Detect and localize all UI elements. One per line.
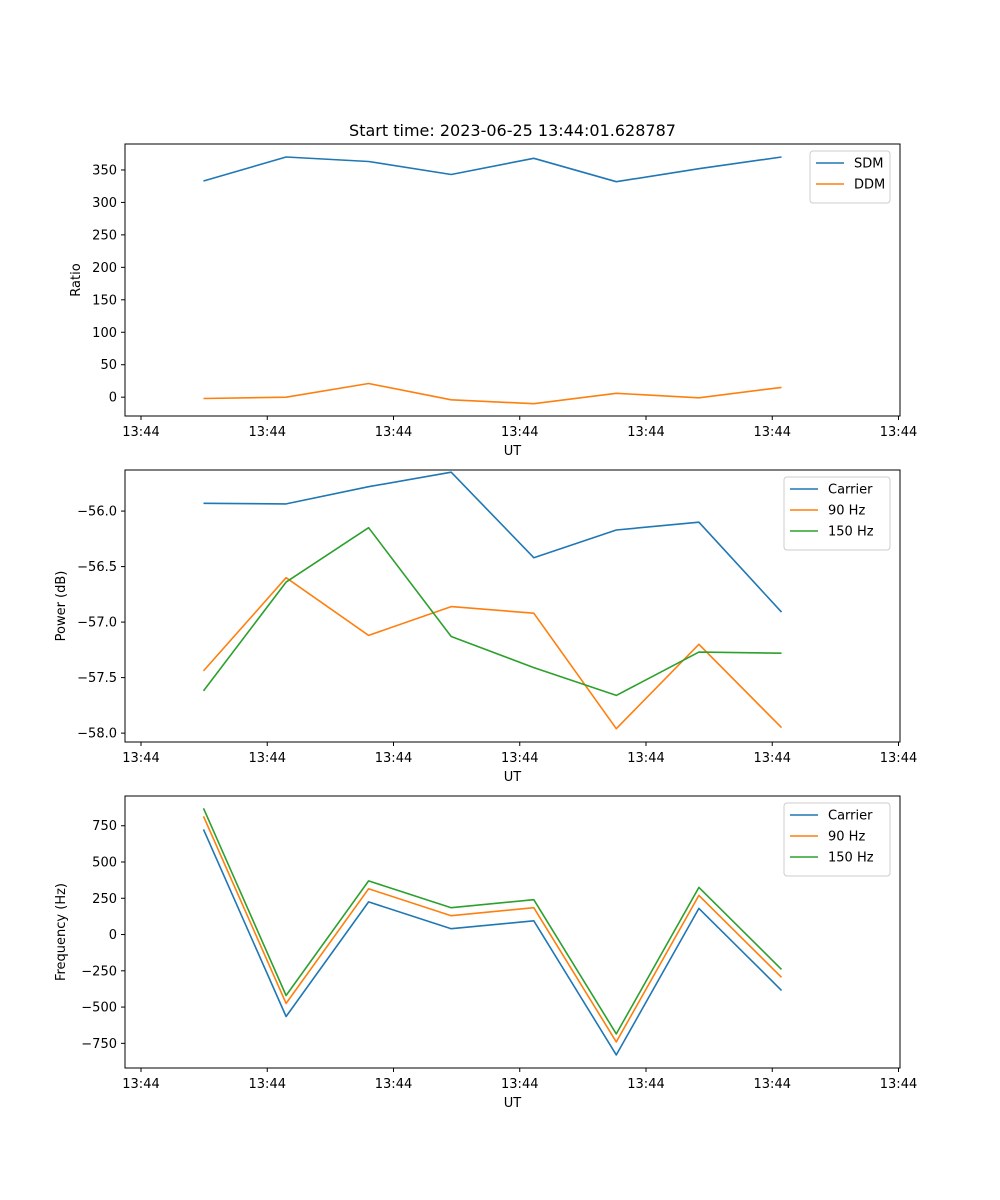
x-tick-label: 13:44 [754, 751, 791, 766]
plot-frame [124, 143, 901, 417]
legend-label: Carrier [828, 809, 873, 824]
y-tick-label: 0 [109, 928, 117, 943]
chart-panel-2: −58.0 −57.5 −57.0 −56.5 −56.0 13:44 13:44 13:44… [54, 469, 917, 785]
x-axis-label: UT [504, 1096, 522, 1111]
x-tick-label: 13:44 [501, 425, 538, 440]
y-tick-label: 250 [92, 892, 117, 907]
plot-frame [124, 795, 901, 1069]
x-tick-label: 13:44 [627, 751, 664, 766]
legend-label: Carrier [828, 483, 873, 498]
legend-box [809, 150, 891, 204]
y-axis-label: Frequency (Hz) [54, 883, 69, 981]
x-tick-label: 13:44 [880, 751, 917, 766]
series-line-carrier [202, 829, 783, 1056]
legend-label: SDM [854, 157, 883, 172]
series-line-carrier [203, 471, 783, 613]
x-tick-label: 13:44 [122, 1077, 159, 1092]
x-tick-label: 13:44 [122, 751, 159, 766]
legend-label: 90 Hz [828, 504, 865, 519]
y-tick-label: −57.5 [77, 671, 117, 686]
series-line-ddm [203, 382, 782, 405]
y-tick-label: 750 [92, 819, 117, 834]
x-tick-label: 13:44 [375, 425, 412, 440]
chart-panel-1: 0 50 100 150 200 250 300 350 13:44 13:44 13:44 13:4… [69, 143, 917, 459]
legend: SDM DDM [809, 150, 891, 204]
chart-panel-3: −750 −500 −250 0 250 500 750 13:44 13:44 13:44 13:… [54, 795, 917, 1111]
x-tick-label: 13:44 [754, 425, 791, 440]
legend-label: 150 Hz [828, 525, 874, 540]
x-tick-label: 13:44 [122, 425, 159, 440]
y-tick-label: −57.0 [77, 616, 117, 631]
series-line-90-hz [202, 576, 783, 730]
x-axis-label: UT [504, 444, 522, 459]
x-tick-label: 13:44 [375, 1077, 412, 1092]
chart-title: Start time: 2023-06-25 13:44:01.628787 [349, 121, 676, 140]
y-axis-label: Ratio [69, 263, 84, 296]
x-tick-label: 13:44 [627, 425, 664, 440]
x-tick-label: 13:44 [880, 1077, 917, 1092]
y-tick-label: 50 [100, 358, 117, 373]
series-line-sdm [203, 156, 782, 183]
series-line-150-hz [202, 526, 782, 697]
y-tick-label: 500 [92, 856, 117, 871]
y-tick-label: −250 [81, 964, 117, 979]
legend: Carrier 90 Hz 150 Hz [783, 802, 891, 877]
y-tick-label: 250 [92, 228, 117, 243]
y-tick-label: −500 [81, 1001, 117, 1016]
x-tick-label: 13:44 [501, 1077, 538, 1092]
x-tick-label: 13:44 [375, 751, 412, 766]
legend-label: 90 Hz [828, 830, 865, 845]
x-tick-label: 13:44 [754, 1077, 791, 1092]
y-tick-label: −58.0 [77, 727, 117, 742]
legend-label: DDM [854, 178, 885, 193]
y-tick-label: −750 [81, 1037, 117, 1052]
x-tick-label: 13:44 [249, 425, 286, 440]
y-tick-label: 150 [92, 293, 117, 308]
y-tick-label: −56.0 [77, 505, 117, 520]
legend-label: 150 Hz [828, 851, 874, 866]
x-tick-label: 13:44 [627, 1077, 664, 1092]
series-line-90-hz [202, 815, 783, 1043]
x-tick-label: 13:44 [880, 425, 917, 440]
x-tick-label: 13:44 [501, 751, 538, 766]
legend: Carrier 90 Hz 150 Hz [783, 476, 891, 551]
x-axis-label: UT [504, 770, 522, 785]
plot-frame [124, 469, 901, 743]
y-tick-label: 200 [92, 261, 117, 276]
y-tick-label: 350 [92, 163, 117, 178]
y-axis-label: Power (dB) [54, 571, 69, 642]
series-line-150-hz [202, 807, 783, 1035]
x-tick-label: 13:44 [249, 751, 286, 766]
x-tick-label: 13:44 [249, 1077, 286, 1092]
y-tick-label: −56.5 [77, 560, 117, 575]
y-tick-label: 0 [109, 391, 117, 406]
y-tick-label: 100 [92, 326, 117, 341]
y-tick-label: 300 [92, 196, 117, 211]
